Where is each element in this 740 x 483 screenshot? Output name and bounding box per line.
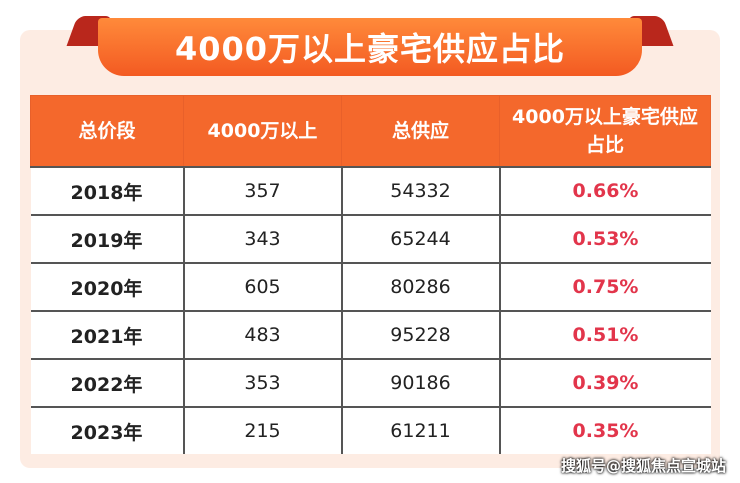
table-cell: 90186 <box>340 358 500 407</box>
table-row: 2021年 483 95228 0.51% <box>30 310 711 359</box>
table-row: 2023年 215 61211 0.35% <box>30 406 711 454</box>
table-cell: 2023年 <box>30 406 184 454</box>
table-row: 2018年 357 54332 0.66% <box>30 166 711 215</box>
table-cell: 0.66% <box>498 166 711 215</box>
watermark: 搜狐号@搜狐焦点宣城站 <box>560 457 726 475</box>
column-header: 4000万以上豪宅供应占比 <box>499 95 711 168</box>
table-cell: 61211 <box>340 406 500 454</box>
table-cell: 2018年 <box>30 166 184 215</box>
table-cell: 0.51% <box>498 310 711 359</box>
table-cell: 357 <box>182 166 342 215</box>
table-cell: 2021年 <box>30 310 184 359</box>
table-cell: 0.39% <box>498 358 711 407</box>
column-header: 总供应 <box>341 95 500 168</box>
table-cell: 483 <box>182 310 342 359</box>
table-cell: 2022年 <box>30 358 184 407</box>
table-cell: 95228 <box>340 310 500 359</box>
table-cell: 80286 <box>340 262 500 311</box>
title-banner: 4000万以上豪宅供应占比 <box>98 18 642 76</box>
table-cell: 343 <box>182 214 342 263</box>
table-cell: 2020年 <box>30 262 184 311</box>
table-cell: 54332 <box>340 166 500 215</box>
table-row: 2020年 605 80286 0.75% <box>30 262 711 311</box>
table-cell: 2019年 <box>30 214 184 263</box>
table-cell: 0.35% <box>498 406 711 454</box>
table-cell: 65244 <box>340 214 500 263</box>
table-cell: 215 <box>182 406 342 454</box>
table-cell: 0.75% <box>498 262 711 311</box>
header-row: 总价段 4000万以上 总供应 4000万以上豪宅供应占比 <box>30 95 711 168</box>
column-header: 总价段 <box>30 95 184 168</box>
table-cell: 353 <box>182 358 342 407</box>
table-row: 2019年 343 65244 0.53% <box>30 214 711 263</box>
table: 总价段 4000万以上 总供应 4000万以上豪宅供应占比 2018年 357 54332… <box>30 95 711 454</box>
table-cell: 0.53% <box>498 214 711 263</box>
table-body: 2018年 357 54332 0.66% 2019年 343 65244 0.53% 2020… <box>30 166 711 454</box>
table-cell: 605 <box>182 262 342 311</box>
title: 4000万以上豪宅供应占比 <box>174 30 566 68</box>
column-header: 4000万以上 <box>183 95 342 168</box>
table-row: 2022年 353 90186 0.39% <box>30 358 711 407</box>
